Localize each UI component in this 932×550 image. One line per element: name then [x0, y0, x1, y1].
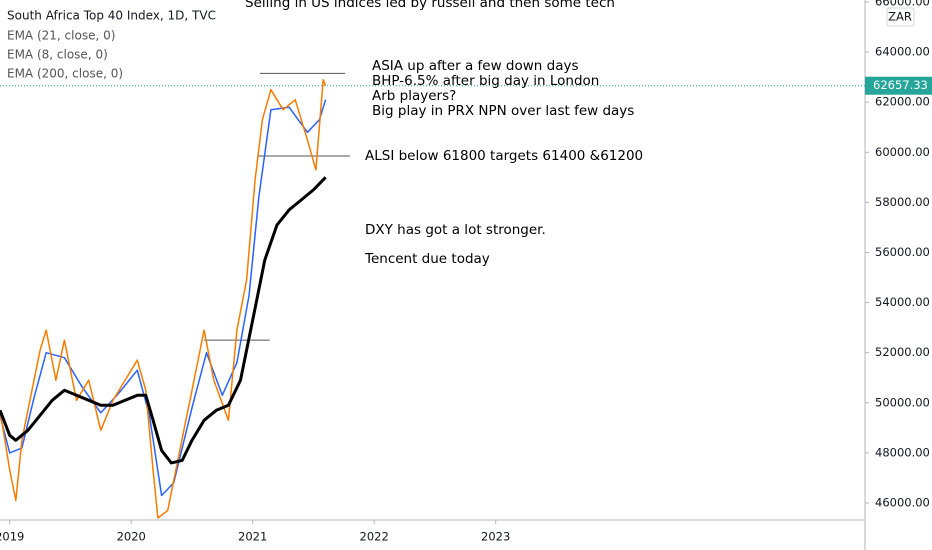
- annotation: DXY has got a lot stronger.: [365, 222, 546, 238]
- chart-title: Selling in US indices led by russell and…: [245, 0, 615, 11]
- annotation: Tencent due today: [364, 251, 490, 267]
- y-tick-label: 62000.00: [875, 95, 930, 109]
- y-tick-label: 50000.00: [875, 395, 930, 409]
- y-tick-label: 60000.00: [875, 145, 930, 159]
- currency-box[interactable]: [886, 7, 915, 27]
- annotation: ALSI below 61800 targets 61400 &61200: [365, 148, 643, 164]
- y-tick-label: 52000.00: [875, 345, 930, 359]
- y-tick-label: 56000.00: [875, 245, 930, 259]
- x-tick-label: 2023: [481, 530, 510, 544]
- legend-entry: EMA (200, close, 0): [7, 67, 123, 81]
- annotation: BHP-6.5% after big day in London: [372, 73, 599, 89]
- y-tick-label: 66000.00: [875, 0, 930, 9]
- last-price-box: [865, 76, 932, 95]
- y-tick-label: 54000.00: [875, 295, 930, 309]
- legend-entry: EMA (21, close, 0): [7, 29, 115, 43]
- plot-area: [0, 72, 865, 519]
- x-tick-label: 2022: [360, 530, 389, 544]
- y-tick-label: 48000.00: [875, 445, 930, 459]
- y-tick-label: 58000.00: [875, 195, 930, 209]
- symbol-label: South Africa Top 40 Index, 1D, TVC: [7, 9, 216, 23]
- x-tick-label: 2020: [117, 530, 146, 544]
- currency-label: ZAR: [888, 10, 912, 24]
- series-line: [0, 78, 327, 519]
- legend-entry: EMA (8, close, 0): [7, 48, 108, 62]
- annotation: ASIA up after a few down days: [372, 58, 579, 74]
- annotation: Big play in PRX NPN over last few days: [372, 103, 634, 119]
- series-line: [0, 176, 327, 465]
- x-tick-label: 2019: [0, 530, 24, 544]
- x-tick-label: 2021: [238, 530, 267, 544]
- last-price-label: 62657.33: [873, 78, 928, 92]
- y-tick-label: 46000.00: [875, 495, 930, 509]
- y-tick-label: 64000.00: [875, 45, 930, 59]
- annotation: Arb players?: [372, 88, 456, 104]
- series-line: [0, 99, 327, 497]
